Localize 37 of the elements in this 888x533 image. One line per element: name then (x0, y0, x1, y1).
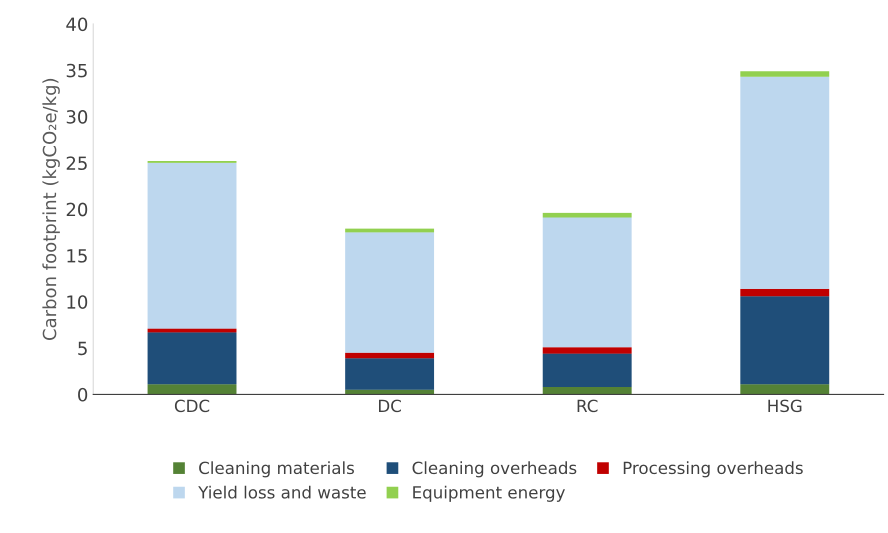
bar (345, 358, 434, 390)
bar (345, 232, 434, 353)
bar (542, 347, 632, 354)
y-tick-label: 40 (66, 17, 88, 32)
bar (345, 352, 434, 358)
legend-label: Processing overheads (624, 461, 803, 478)
bar (148, 328, 236, 332)
bar (740, 384, 830, 394)
y-tick-label: 5 (78, 342, 87, 356)
bar (740, 296, 830, 384)
bar (148, 162, 236, 329)
x-tick-label: CDC (174, 400, 210, 412)
x-tick-label: HSG (768, 400, 802, 412)
bar (740, 71, 830, 77)
legend-label: Yield loss and waste (198, 486, 366, 499)
x-tick-label: RC (578, 400, 598, 412)
y-tick-label: 25 (66, 156, 87, 170)
y-tick-label: 0 (78, 388, 88, 402)
legend-label: Cleaning materials (199, 461, 354, 478)
bar (345, 228, 434, 232)
y-tick-label: 10 (67, 295, 88, 309)
y-tick-label: 15 (67, 249, 87, 263)
bar (542, 387, 632, 394)
legend-label: Cleaning overheads (412, 461, 576, 478)
y-axis-title: Carbon footprint (kgCO₂e/kg) (42, 78, 60, 340)
bar (542, 354, 632, 388)
y-tick-label: 35 (66, 64, 87, 78)
bar (542, 218, 632, 348)
bar (740, 76, 830, 289)
x-tick-label: DC (379, 400, 401, 412)
y-tick-label: 30 (66, 110, 88, 124)
bar (740, 288, 830, 296)
bar (148, 332, 236, 384)
y-tick-label: 20 (66, 202, 88, 216)
legend-label: Equipment energy (413, 486, 565, 502)
bar (148, 384, 236, 394)
bar (542, 212, 632, 218)
